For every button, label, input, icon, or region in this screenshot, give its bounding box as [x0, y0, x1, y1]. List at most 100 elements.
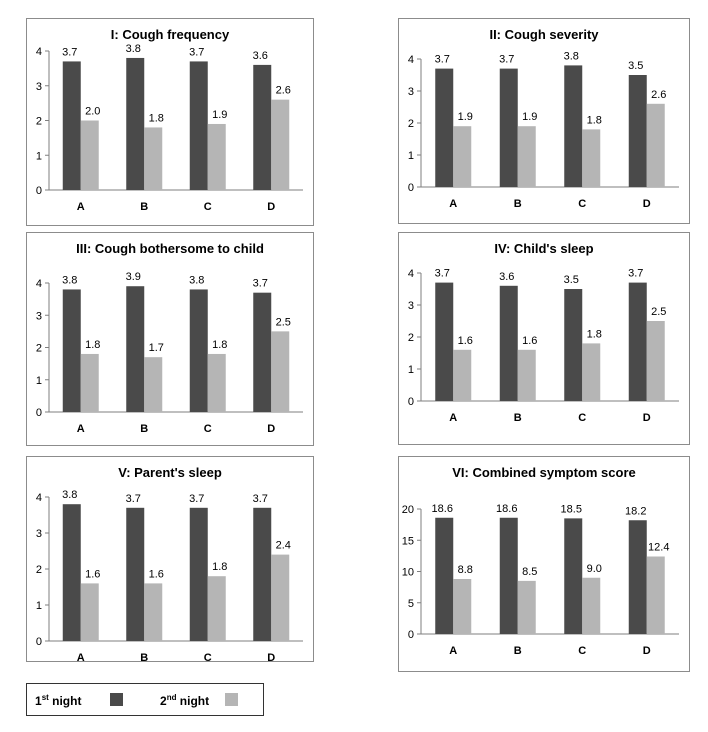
y-tick-label: 3: [36, 310, 42, 322]
chart-panel-cough-bothersome: III: Cough bothersome to child 0 1 2 3 4 A 3.8 1…: [26, 232, 314, 446]
bar-second-night: [144, 357, 163, 412]
bar-first-night: [62, 289, 81, 412]
y-tick-label: 1: [36, 150, 42, 162]
legend-second-night-label: 2nd night: [160, 693, 209, 708]
x-tick-label: B: [514, 198, 522, 210]
legend-swatch-first-night: [110, 693, 123, 706]
chart-title: II: Cough severity: [489, 27, 599, 42]
bar-second-night: [582, 343, 601, 401]
chart-svg: II: Cough severity 0 1 2 3 4 A 3.7 1.9 B 3.7 1.9 C 3.…: [408, 27, 679, 210]
chart-panel-childs-sleep: IV: Child's sleep 0 1 2 3 4 A 3.7 1.6 B 3.6 1.6 C 3.5…: [398, 232, 690, 445]
data-label: 2.4: [276, 540, 291, 552]
bar-second-night: [646, 103, 665, 187]
chart-svg: IV: Child's sleep 0 1 2 3 4 A 3.7 1.6 B 3.6 1.6 C 3.5…: [408, 241, 679, 424]
chart-svg: I: Cough frequency 0 1 2 3 4 A 3.7 2.0 B 3.8 1.8 C 3.…: [36, 27, 303, 213]
bar-first-night: [628, 520, 647, 634]
y-tick-label: 0: [408, 629, 414, 641]
bar-second-night: [453, 349, 472, 401]
y-tick-label: 2: [408, 332, 414, 344]
x-tick-label: C: [204, 423, 212, 435]
y-tick-label: 15: [402, 535, 414, 547]
y-tick-label: 3: [408, 300, 414, 312]
data-label: 1.6: [522, 335, 537, 347]
legend-swatch-second-night: [225, 693, 238, 706]
data-label: 3.7: [189, 493, 204, 505]
y-tick-label: 0: [408, 182, 414, 194]
bar-first-night: [253, 507, 272, 641]
bar-second-night: [271, 554, 290, 641]
x-tick-label: D: [267, 201, 275, 213]
x-tick-label: D: [267, 423, 275, 435]
x-tick-label: B: [140, 652, 148, 661]
chart-panel-cough-frequency: I: Cough frequency 0 1 2 3 4 A 3.7 2.0 B 3.8 1.8 C 3.…: [26, 18, 314, 226]
data-label: 3.7: [253, 278, 268, 290]
y-tick-label: 4: [36, 46, 42, 58]
data-label: 3.8: [564, 50, 579, 62]
data-label: 3.7: [499, 54, 514, 66]
data-label: 12.4: [648, 542, 669, 554]
legend-first-night-label: 1st night: [35, 693, 81, 708]
data-label: 3.7: [126, 493, 141, 505]
x-tick-label: D: [643, 412, 651, 424]
chart-panel-combined-score: VI: Combined symptom score 0 5 10 15 20 A 18.6 8…: [398, 456, 690, 672]
bar-second-night: [207, 576, 226, 641]
x-tick-label: B: [140, 201, 148, 213]
data-label: 1.8: [212, 339, 227, 351]
bar-second-night: [517, 349, 536, 401]
chart-svg: VI: Combined symptom score 0 5 10 15 20 A 18.6 8…: [402, 465, 679, 657]
x-tick-label: A: [449, 198, 457, 210]
bar-first-night: [189, 507, 208, 641]
data-label: 1.8: [212, 561, 227, 573]
bar-second-night: [80, 583, 99, 641]
data-label: 2.5: [276, 316, 291, 328]
data-label: 8.8: [458, 564, 473, 576]
bar-first-night: [189, 61, 208, 190]
y-tick-label: 3: [36, 528, 42, 540]
y-tick-label: 3: [36, 81, 42, 93]
data-label: 3.9: [126, 271, 141, 283]
data-label: 9.0: [587, 563, 602, 575]
data-label: 3.8: [62, 489, 77, 501]
data-label: 1.9: [522, 111, 537, 123]
x-tick-label: A: [449, 412, 457, 424]
chart-title: IV: Child's sleep: [494, 241, 593, 256]
y-tick-label: 1: [36, 600, 42, 612]
x-tick-label: C: [578, 412, 586, 424]
bar-first-night: [435, 68, 454, 187]
bar-second-night: [80, 120, 99, 190]
bar-second-night: [453, 126, 472, 187]
bar-second-night: [646, 556, 665, 634]
y-tick-label: 0: [36, 636, 42, 648]
bar-second-night: [271, 331, 290, 412]
data-label: 3.7: [189, 46, 204, 58]
bar-first-night: [126, 57, 145, 191]
data-label: 18.6: [496, 503, 517, 515]
data-label: 3.6: [499, 271, 514, 283]
data-label: 8.5: [522, 566, 537, 578]
data-label: 3.7: [62, 46, 77, 58]
data-label: 1.8: [587, 114, 602, 126]
data-label: 2.6: [651, 89, 666, 101]
bar-second-night: [582, 129, 601, 187]
bar-first-night: [499, 517, 518, 634]
data-label: 3.8: [126, 43, 141, 55]
data-label: 1.6: [149, 568, 164, 580]
x-tick-label: A: [77, 201, 85, 213]
bar-first-night: [628, 282, 647, 401]
bar-first-night: [253, 64, 272, 190]
bar-second-night: [207, 353, 226, 412]
data-label: 1.6: [85, 568, 100, 580]
chart-title: III: Cough bothersome to child: [76, 241, 264, 256]
data-label: 18.6: [432, 503, 453, 515]
bar-second-night: [144, 127, 163, 190]
data-label: 3.8: [189, 274, 204, 286]
y-tick-label: 4: [36, 278, 42, 290]
bar-first-night: [628, 75, 647, 187]
y-tick-label: 2: [36, 343, 42, 355]
chart-title: I: Cough frequency: [111, 27, 230, 42]
y-tick-label: 3: [408, 86, 414, 98]
bar-first-night: [435, 517, 454, 634]
chart-svg: V: Parent's sleep 0 1 2 3 4 A 3.8 1.6 B 3.7 1.6 C 3.7…: [36, 465, 303, 661]
data-label: 3.6: [253, 50, 268, 62]
y-tick-label: 2: [36, 116, 42, 128]
